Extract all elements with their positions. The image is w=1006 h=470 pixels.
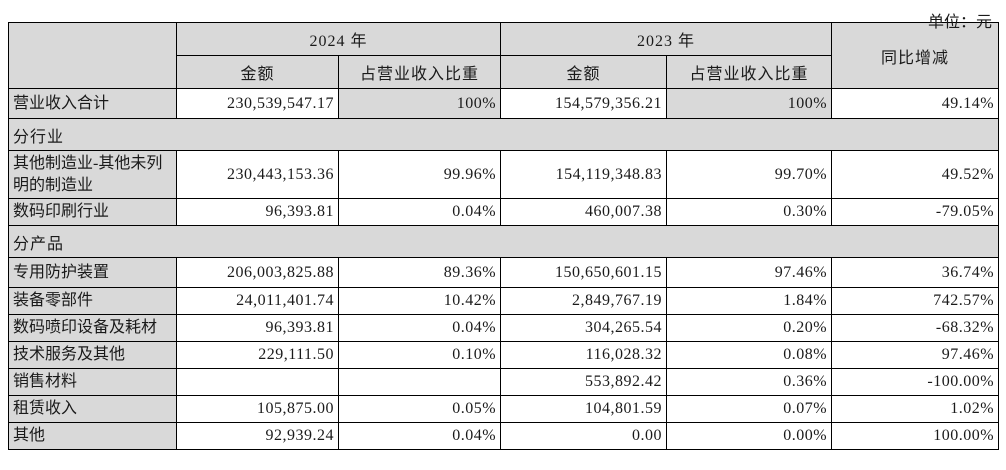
amount-2024-cell: 206,003,825.88: [176, 257, 339, 289]
ratio-2024-cell: 10.42%: [337, 287, 502, 316]
yoy-cell: 49.14%: [831, 88, 1000, 119]
table-row-sales-materials: 销售材料 553,892.42 0.36% -100.00%: [8, 368, 1000, 397]
ratio-2023-header: 占营业收入比重: [666, 55, 833, 89]
ratio-2024-cell: 0.04%: [337, 422, 502, 451]
amount-2023-cell: 2,849,767.19: [500, 287, 668, 316]
ratio-2023-cell: 99.70%: [666, 149, 833, 200]
ratio-2024-cell: 99.96%: [337, 149, 502, 200]
yoy-cell: 49.52%: [831, 149, 1000, 200]
amount-2024-cell: 92,939.24: [176, 422, 339, 451]
amount-2024-cell: 230,539,547.17: [176, 88, 339, 119]
amount-2024-cell: 96,393.81: [176, 314, 339, 343]
amount-2024-cell: [176, 368, 339, 397]
ratio-2024-cell: [337, 368, 502, 397]
amount-2023-cell: 154,119,348.83: [500, 149, 668, 200]
ratio-2024-cell: 0.04%: [337, 314, 502, 343]
amount-2024-cell: 230,443,153.36: [176, 149, 339, 200]
ratio-2023-cell: 97.46%: [666, 257, 833, 289]
ratio-2023-cell: 0.36%: [666, 368, 833, 397]
row-label: 装备零部件: [8, 287, 177, 316]
amount-2024-cell: 24,011,401.74: [176, 287, 339, 316]
ratio-2023-cell: 0.00%: [666, 422, 833, 451]
section-label: 分产品: [7, 225, 1000, 259]
yoy-cell: 97.46%: [831, 341, 1000, 370]
amount-2024-cell: 96,393.81: [176, 198, 339, 227]
ratio-2024-cell: 89.36%: [337, 257, 502, 289]
year-2024-header: 2024 年: [175, 22, 502, 56]
row-label: 租赁收入: [8, 395, 177, 424]
table-row-other-manufacturing: 其他制造业-其他未列明的制造业 230,443,153.36 99.96% 15…: [8, 149, 1000, 200]
table-header-row-cols: 金额 占营业收入比重 金额 占营业收入比重: [9, 55, 999, 89]
revenue-breakdown-table: 2024 年 2023 年 同比增减 金额 占营业收入比重 金额 占营业收入比重…: [7, 22, 1000, 451]
row-label: 技术服务及其他: [8, 341, 177, 370]
ratio-2023-cell: 0.20%: [666, 314, 833, 343]
amount-2024-cell: 229,111.50: [176, 341, 339, 370]
section-row-by-product: 分产品: [7, 225, 1000, 259]
section-row-by-industry: 分行业: [7, 118, 1000, 151]
ratio-2024-header: 占营业收入比重: [337, 55, 502, 89]
table-row-inkjet-equipment: 数码喷印设备及耗材 96,393.81 0.04% 304,265.54 0.2…: [8, 314, 1000, 343]
amount-2024-cell: 105,875.00: [176, 395, 339, 424]
row-label: 其他: [8, 422, 177, 451]
amount-2023-cell: 150,650,601.15: [500, 257, 668, 289]
ratio-2023-cell: 0.07%: [666, 395, 833, 424]
unit-label: 单位：元: [927, 14, 992, 31]
table-row-technical-services: 技术服务及其他 229,111.50 0.10% 116,028.32 0.08…: [8, 341, 1000, 370]
section-label: 分行业: [7, 118, 1000, 151]
yoy-cell: -79.05%: [831, 198, 1000, 227]
yoy-cell: -68.32%: [831, 314, 1000, 343]
amount-2023-cell: 553,892.42: [500, 368, 668, 397]
row-label: 数码喷印设备及耗材: [8, 314, 177, 343]
ratio-2024-cell: 0.10%: [337, 341, 502, 370]
table-row-rental-income: 租赁收入 105,875.00 0.05% 104,801.59 0.07% 1…: [8, 395, 1000, 424]
ratio-2023-cell: 1.84%: [666, 287, 833, 316]
row-label: 营业收入合计: [8, 88, 177, 119]
yoy-cell: 742.57%: [831, 287, 1000, 316]
amount-2023-cell: 104,801.59: [500, 395, 668, 424]
yoy-cell: 36.74%: [831, 257, 1000, 289]
table-row-digital-printing-industry: 数码印刷行业 96,393.81 0.04% 460,007.38 0.30% …: [8, 198, 1000, 227]
amount-2024-header: 金额: [176, 55, 339, 89]
table-row-total-revenue: 营业收入合计 230,539,547.17 100% 154,579,356.2…: [8, 88, 1000, 119]
row-label: 专用防护装置: [8, 257, 177, 289]
ratio-2024-cell: 100%: [337, 88, 502, 119]
table-header-row-years: 2024 年 2023 年 同比增减: [8, 22, 1000, 89]
yoy-header: 同比增减: [831, 22, 1000, 89]
ratio-2024-cell: 0.05%: [337, 395, 502, 424]
amount-2023-cell: 460,007.38: [500, 198, 668, 227]
amount-2023-cell: 0.00: [500, 422, 668, 451]
row-label: 数码印刷行业: [8, 198, 177, 227]
table-row-other: 其他 92,939.24 0.04% 0.00 0.00% 100.00%: [8, 422, 1000, 451]
amount-2023-cell: 154,579,356.21: [500, 88, 668, 119]
ratio-2024-cell: 0.04%: [337, 198, 502, 227]
table-row-equipment-parts: 装备零部件 24,011,401.74 10.42% 2,849,767.19 …: [8, 287, 1000, 316]
ratio-2023-cell: 0.30%: [666, 198, 833, 227]
amount-2023-header: 金额: [500, 55, 668, 89]
yoy-cell: -100.00%: [831, 368, 1000, 397]
yoy-cell: 100.00%: [831, 422, 1000, 451]
row-label: 其他制造业-其他未列明的制造业: [8, 149, 177, 200]
table-row-protective-equipment: 专用防护装置 206,003,825.88 89.36% 150,650,601…: [8, 257, 1000, 289]
corner-cell: [8, 22, 177, 89]
row-label: 销售材料: [8, 368, 177, 397]
amount-2023-cell: 304,265.54: [500, 314, 668, 343]
amount-2023-cell: 116,028.32: [500, 341, 668, 370]
ratio-2023-cell: 0.08%: [666, 341, 833, 370]
yoy-cell: 1.02%: [831, 395, 1000, 424]
year-2023-header: 2023 年: [500, 22, 833, 56]
ratio-2023-cell: 100%: [666, 88, 833, 119]
